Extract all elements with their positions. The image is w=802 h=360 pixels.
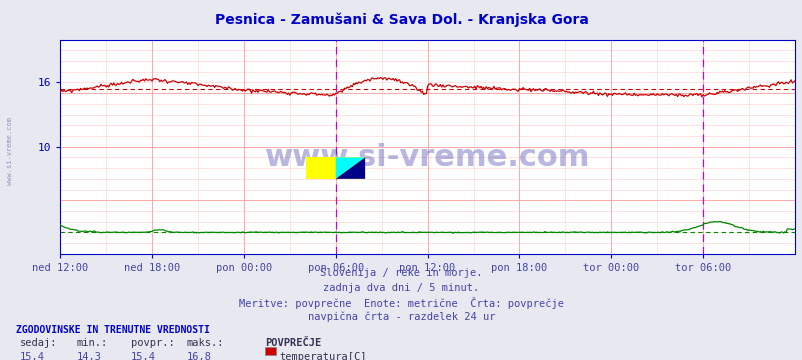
Polygon shape [335,157,365,179]
Text: temperatura[C]: temperatura[C] [279,352,367,360]
Polygon shape [335,157,365,179]
Text: maks.:: maks.: [186,338,224,348]
FancyBboxPatch shape [306,157,365,179]
Text: 16,8: 16,8 [186,352,211,360]
Text: Slovenija / reke in morje.: Slovenija / reke in morje. [320,268,482,278]
Text: ZGODOVINSKE IN TRENUTNE VREDNOSTI: ZGODOVINSKE IN TRENUTNE VREDNOSTI [16,325,209,335]
Text: Pesnica - Zamušani & Sava Dol. - Kranjska Gora: Pesnica - Zamušani & Sava Dol. - Kranjsk… [214,13,588,27]
Text: www.si-vreme.com: www.si-vreme.com [265,143,589,172]
Text: POVPREČJE: POVPREČJE [265,338,321,348]
Text: www.si-vreme.com: www.si-vreme.com [6,117,13,185]
Text: min.:: min.: [76,338,107,348]
Text: Meritve: povprečne  Enote: metrične  Črta: povprečje: Meritve: povprečne Enote: metrične Črta:… [239,297,563,309]
Text: 14,3: 14,3 [76,352,101,360]
Text: sedaj:: sedaj: [20,338,58,348]
Text: povpr.:: povpr.: [131,338,174,348]
Text: 15,4: 15,4 [131,352,156,360]
Text: 15,4: 15,4 [20,352,45,360]
Text: zadnja dva dni / 5 minut.: zadnja dva dni / 5 minut. [323,283,479,293]
Text: navpična črta - razdelek 24 ur: navpična črta - razdelek 24 ur [307,311,495,322]
